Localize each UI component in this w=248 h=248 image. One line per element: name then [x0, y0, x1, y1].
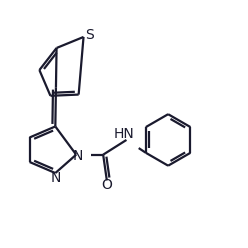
Text: N: N	[50, 171, 61, 185]
Text: HN: HN	[114, 127, 134, 141]
Text: S: S	[85, 28, 94, 42]
Text: N: N	[72, 149, 83, 163]
Text: O: O	[101, 178, 112, 192]
